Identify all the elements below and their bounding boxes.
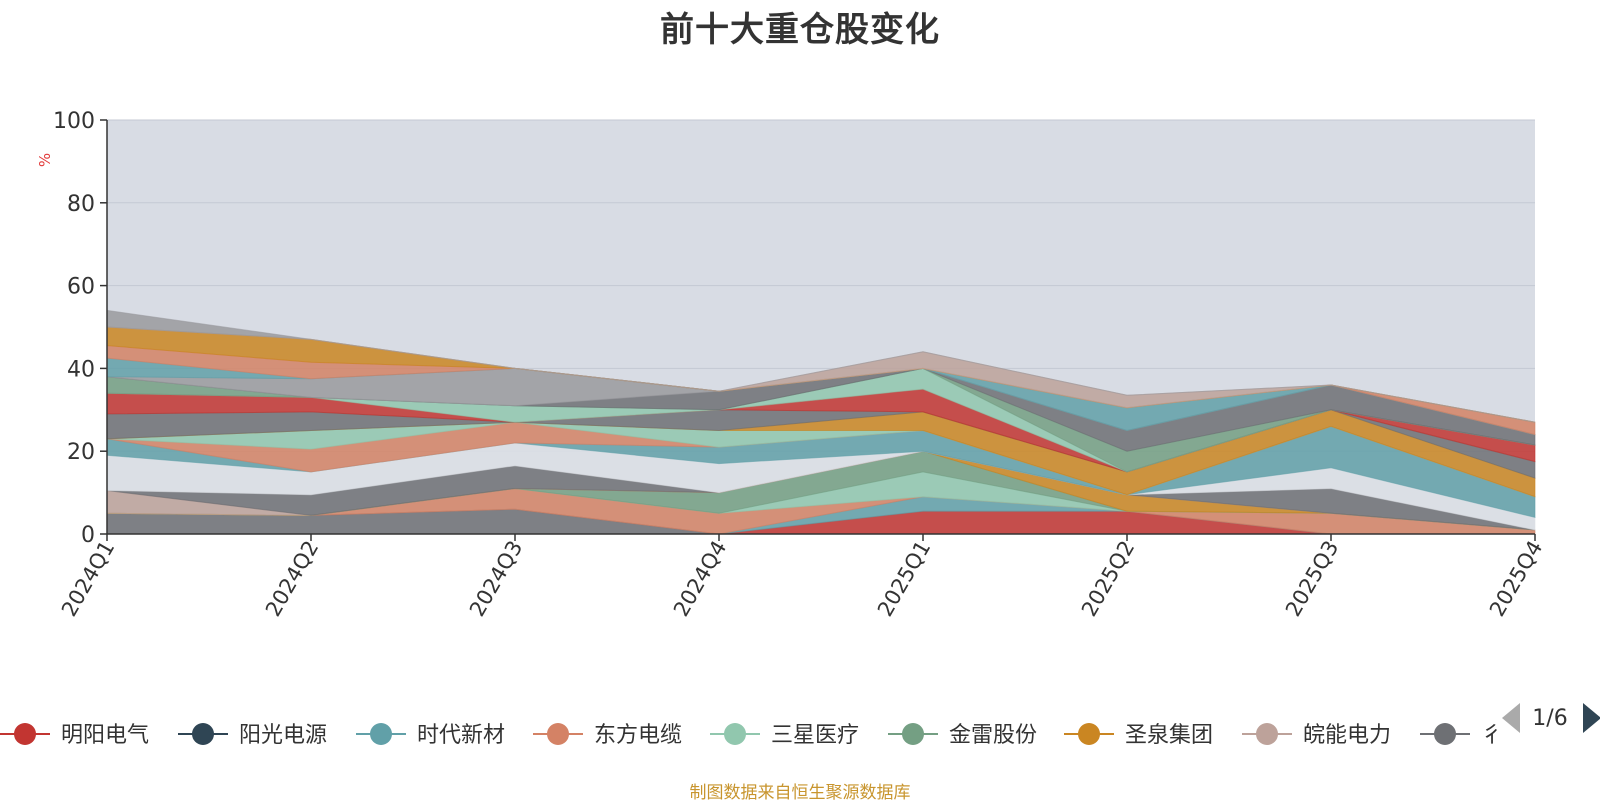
x-tick-label-5: 2025Q2	[1077, 537, 1139, 621]
y-tick-label-4: 80	[67, 192, 95, 217]
y-tick-label-2: 40	[67, 357, 95, 382]
legend-label-7: 皖能电力	[1303, 723, 1391, 748]
legend-pager: 1/6	[1502, 703, 1600, 733]
legend-label-1: 阳光电源	[239, 723, 327, 748]
legend: 明阳电气 阳光电源 时代新材 东方电缆 三星医疗 金雷股份 圣泉集团 皖能电力 彳	[0, 723, 1503, 748]
y-tick-label-3: 60	[67, 275, 95, 300]
x-tick-label-3: 2024Q4	[669, 537, 731, 621]
axes	[106, 120, 1535, 535]
legend-label-4: 三星医疗	[771, 723, 859, 748]
legend-label-5: 金雷股份	[949, 723, 1037, 748]
legend-next-icon[interactable]	[1583, 703, 1600, 733]
legend-marker-5	[902, 723, 924, 745]
x-tick-label-2: 2024Q3	[465, 537, 527, 621]
x-tick-label-0: 2024Q1	[57, 537, 119, 621]
legend-label-6: 圣泉集团	[1125, 723, 1213, 748]
x-tick-label-4: 2025Q1	[873, 537, 935, 621]
legend-marker-4	[724, 723, 746, 745]
chart-title: 前十大重仓股变化	[660, 10, 940, 50]
y-tick-label-0: 0	[81, 523, 95, 548]
legend-marker-8	[1434, 723, 1456, 745]
legend-marker-2	[370, 723, 392, 745]
y-tick-label-1: 20	[67, 440, 95, 465]
legend-marker-6	[1078, 723, 1100, 745]
legend-label-0: 明阳电气	[61, 723, 149, 748]
legend-marker-1	[192, 723, 214, 745]
legend-page-indicator: 1/6	[1532, 706, 1567, 731]
legend-marker-7	[1256, 723, 1278, 745]
legend-label-2: 时代新材	[417, 723, 505, 748]
source-note: 制图数据来自恒生聚源数据库	[689, 783, 911, 803]
x-tick-label-6: 2025Q3	[1281, 537, 1343, 621]
legend-marker-0	[14, 723, 36, 745]
series-area-24	[106, 309, 1536, 423]
x-tick-label-7: 2025Q4	[1485, 537, 1547, 621]
y-axis-ticks: 0 20 40 60 80 100	[53, 109, 107, 548]
legend-label-3: 东方电缆	[594, 723, 682, 748]
x-tick-label-1: 2024Q2	[261, 537, 323, 621]
legend-label-8: 彳	[1481, 723, 1503, 748]
legend-prev-icon[interactable]	[1502, 703, 1520, 733]
y-axis-unit: %	[36, 153, 54, 167]
legend-marker-3	[547, 723, 569, 745]
x-axis-ticks: 2024Q1 2024Q2 2024Q3 2024Q4 2025Q1 2025Q2 2025…	[57, 534, 1547, 621]
y-tick-label-5: 100	[53, 109, 95, 134]
stacked-areas	[106, 309, 1536, 535]
